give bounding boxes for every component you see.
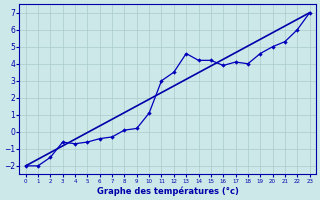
Point (171, 71, 176, 74)
Point (283, 40, 288, 43)
Point (159, 79, 164, 82)
Point (134, 127, 139, 130)
Point (208, 59, 213, 62)
Point (147, 112, 152, 115)
Point (122, 129, 127, 132)
Point (221, 64, 226, 67)
Point (196, 59, 201, 62)
Point (48, 156, 53, 159)
Point (184, 52, 189, 55)
Point (270, 45, 275, 48)
Point (295, 28, 300, 31)
Point (36, 164, 41, 167)
Point (258, 52, 263, 55)
Point (23, 164, 28, 167)
Point (233, 60, 238, 64)
X-axis label: Graphe des températures (°c): Graphe des températures (°c) (97, 186, 239, 196)
Point (85, 140, 90, 144)
Point (307, 11, 312, 14)
Point (60, 140, 65, 144)
Point (245, 62, 251, 65)
Point (72, 142, 77, 145)
Point (109, 135, 115, 139)
Point (97, 137, 102, 140)
